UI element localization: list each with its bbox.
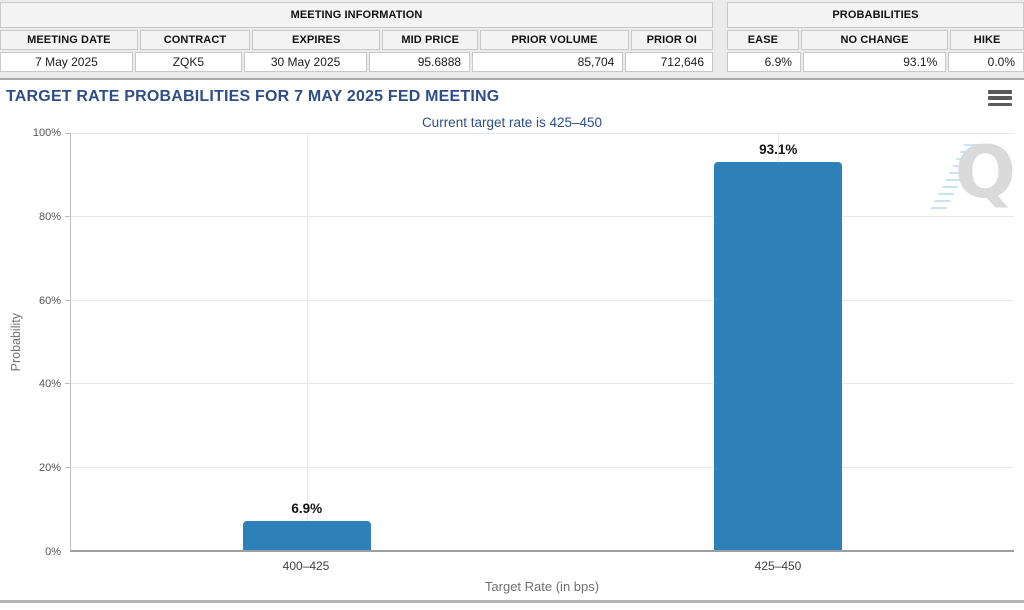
ytick-mark	[65, 133, 71, 134]
col-header-expires: EXPIRES	[252, 30, 381, 50]
gridline-cat-1	[306, 133, 308, 550]
chart-subtitle: Current target rate is 425–450	[421, 115, 603, 130]
ytick-40: 40%	[38, 378, 61, 391]
y-axis-title: Probability	[9, 313, 23, 372]
ytick-mark	[65, 216, 71, 218]
ytick-20: 20%	[38, 462, 61, 475]
ytick-mark	[65, 299, 71, 301]
gridline-40	[71, 383, 1014, 385]
col-header-meeting-date: MEETING DATE	[0, 30, 138, 50]
top-tables-strip: MEETING INFORMATION MEETING DATE CONTRAC…	[0, 0, 1024, 78]
value-meeting-date: 7 May 2025	[0, 52, 133, 72]
value-contract: ZQK5	[134, 52, 242, 72]
value-mid-price: 95.6888	[369, 52, 471, 72]
col-header-prior-oi: PRIOR OI	[630, 30, 713, 50]
xtick-425-450: 425–450	[754, 559, 802, 573]
gridline-60	[71, 299, 1014, 301]
ytick-80: 80%	[38, 210, 61, 223]
col-header-no-change: NO CHANGE	[800, 30, 949, 50]
meeting-information-header: MEETING INFORMATION	[0, 2, 713, 28]
ytick-100: 100%	[32, 127, 61, 139]
value-ease: 6.9%	[727, 52, 801, 72]
bar-value-label-400-425: 6.9%	[291, 501, 323, 517]
ytick-60: 60%	[38, 294, 61, 307]
x-axis-title: Target Rate (in bps)	[484, 579, 600, 594]
value-prior-oi: 712,646	[625, 52, 713, 72]
hamburger-menu-icon[interactable]	[988, 90, 1012, 106]
value-expires: 30 May 2025	[243, 52, 368, 72]
xtick-400-425: 400–425	[282, 559, 330, 573]
plot-area: 6.9% 93.1%	[65, 133, 1014, 552]
gridline-20	[71, 466, 1014, 468]
chart-panel: TARGET RATE PROBABILITIES FOR 7 MAY 2025…	[0, 80, 1024, 603]
probabilities-table: PROBABILITIES EASE NO CHANGE HIKE 6.9% 9…	[727, 2, 1024, 72]
ytick-mark	[65, 466, 71, 468]
value-prior-volume: 85,704	[472, 52, 624, 72]
gridline-100	[71, 133, 1014, 134]
bar-value-label-425-450: 93.1%	[759, 141, 798, 157]
meeting-information-table: MEETING INFORMATION MEETING DATE CONTRAC…	[0, 2, 713, 72]
col-header-prior-volume: PRIOR VOLUME	[480, 30, 629, 50]
probabilities-header: PROBABILITIES	[727, 2, 1024, 28]
bar-425-450	[714, 161, 843, 550]
section-divider	[0, 78, 1024, 80]
value-no-change: 93.1%	[802, 52, 947, 72]
col-header-hike: HIKE	[950, 30, 1024, 50]
ytick-0: 0%	[45, 546, 61, 558]
chart-title: TARGET RATE PROBABILITIES FOR 7 MAY 2025…	[6, 88, 500, 105]
col-header-contract: CONTRACT	[139, 30, 251, 50]
col-header-ease: EASE	[727, 30, 799, 50]
col-header-mid-price: MID PRICE	[382, 30, 479, 50]
gridline-80	[71, 216, 1014, 218]
bar-400-425	[242, 521, 371, 550]
y-axis-title-wrap: Probability	[4, 133, 28, 552]
value-hike: 0.0%	[948, 52, 1024, 72]
ytick-mark	[65, 383, 71, 385]
